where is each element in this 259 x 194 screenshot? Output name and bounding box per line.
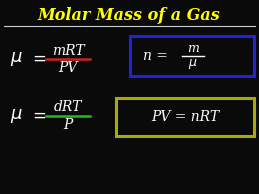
FancyBboxPatch shape [130,36,254,76]
Text: $\mu$: $\mu$ [10,50,23,68]
Text: PV = nRT: PV = nRT [151,110,219,124]
Text: $\mu$: $\mu$ [188,57,198,71]
Text: n =: n = [143,49,168,63]
Text: $\mu$: $\mu$ [10,107,23,125]
Text: m: m [187,42,199,55]
FancyBboxPatch shape [116,98,254,136]
Text: PV: PV [58,61,78,75]
Text: =: = [32,107,46,125]
Text: dRT: dRT [54,100,82,114]
Text: mRT: mRT [52,44,84,58]
Text: Molar Mass of a Gas: Molar Mass of a Gas [38,8,220,24]
Text: P: P [63,118,73,132]
Text: =: = [32,50,46,68]
